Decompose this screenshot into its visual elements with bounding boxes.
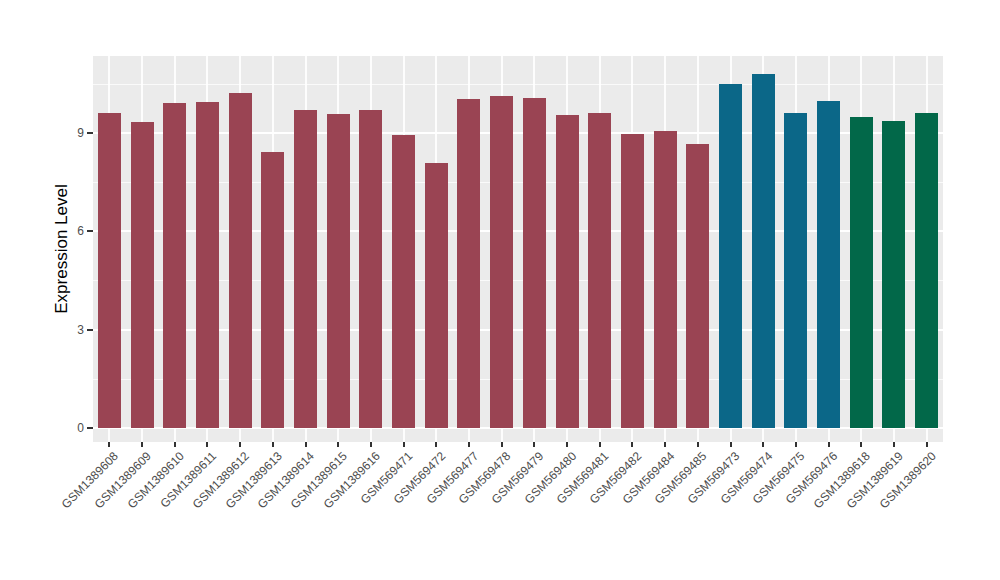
bar: [882, 121, 905, 428]
x-tick-mark: [926, 442, 928, 447]
x-tick-mark: [893, 442, 895, 447]
x-tick-mark: [468, 442, 470, 447]
x-tick-mark: [828, 442, 830, 447]
y-tick-mark: [87, 230, 93, 232]
minor-gridline: [93, 182, 943, 183]
bar: [556, 115, 579, 428]
major-gridline: [93, 132, 943, 134]
x-tick-mark: [141, 442, 143, 447]
x-tick-mark: [631, 442, 633, 447]
bar: [621, 134, 644, 428]
expression-bar-chart: Expression Level 0369 GSM1389608GSM13896…: [0, 0, 1000, 580]
bar: [490, 96, 513, 428]
bar: [817, 101, 840, 428]
bar: [752, 74, 775, 428]
x-tick-mark: [697, 442, 699, 447]
bar: [850, 117, 873, 428]
bar: [425, 163, 448, 428]
x-tick-mark: [239, 442, 241, 447]
bar: [588, 113, 611, 428]
bar: [654, 131, 677, 428]
plot-panel: [93, 56, 943, 442]
y-tick-label: 6: [38, 223, 84, 239]
x-tick-mark: [174, 442, 176, 447]
bar: [294, 110, 317, 428]
x-tick-mark: [272, 442, 274, 447]
x-tick-mark: [435, 442, 437, 447]
y-tick-label: 0: [38, 420, 84, 436]
x-tick-mark: [533, 442, 535, 447]
major-gridline: [93, 427, 943, 429]
minor-gridline: [93, 280, 943, 281]
x-tick-mark: [566, 442, 568, 447]
bar: [261, 152, 284, 428]
bar: [719, 84, 742, 428]
major-gridline: [93, 329, 943, 331]
x-tick-mark: [860, 442, 862, 447]
bar: [359, 110, 382, 428]
bar: [784, 113, 807, 428]
bar: [98, 113, 121, 428]
bar: [457, 99, 480, 428]
y-tick-mark: [87, 329, 93, 331]
bar: [523, 98, 546, 428]
y-tick-mark: [87, 132, 93, 134]
bar: [686, 144, 709, 428]
y-tick-label: 3: [38, 322, 84, 338]
x-tick-mark: [599, 442, 601, 447]
bar: [196, 102, 219, 428]
minor-gridline: [93, 379, 943, 380]
x-tick-mark: [206, 442, 208, 447]
x-tick-mark: [337, 442, 339, 447]
x-tick-mark: [762, 442, 764, 447]
minor-gridline: [93, 84, 943, 85]
y-tick-mark: [87, 427, 93, 429]
x-tick-mark: [664, 442, 666, 447]
y-axis-title: Expression Level: [52, 184, 72, 313]
major-gridline: [93, 230, 943, 232]
x-tick-mark: [370, 442, 372, 447]
x-tick-mark: [730, 442, 732, 447]
x-tick-mark: [305, 442, 307, 447]
x-tick-mark: [795, 442, 797, 447]
bar: [229, 93, 252, 428]
bar: [392, 135, 415, 428]
y-tick-label: 9: [38, 125, 84, 141]
bar: [163, 103, 186, 428]
x-tick-mark: [403, 442, 405, 447]
bar: [915, 113, 938, 428]
bar: [327, 114, 350, 428]
bar: [131, 122, 154, 428]
x-tick-mark: [501, 442, 503, 447]
x-tick-mark: [108, 442, 110, 447]
